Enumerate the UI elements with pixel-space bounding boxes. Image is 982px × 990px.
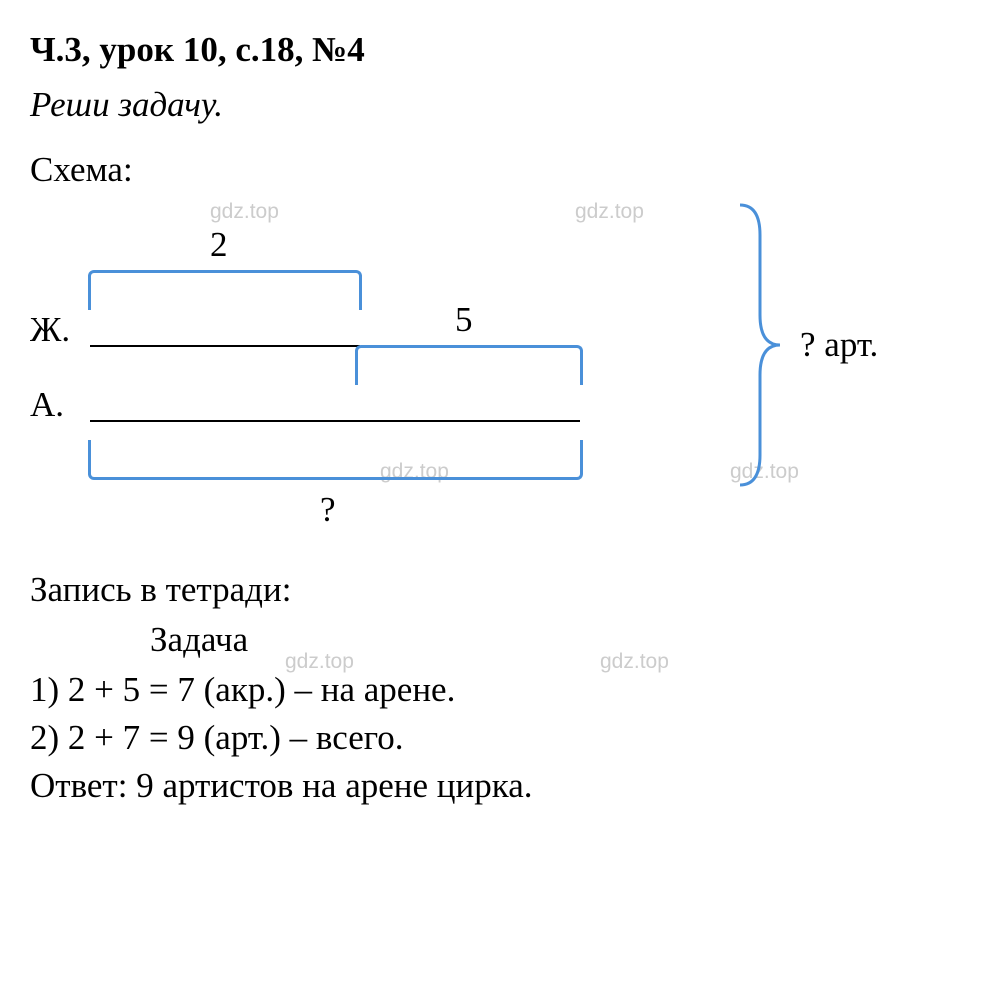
solution-text-2: 2) 2 + 7 = 9 (арт.) – всего.	[30, 718, 403, 757]
bar-zh	[90, 345, 360, 347]
bracket-top-5	[355, 345, 583, 385]
bar-a	[90, 420, 580, 422]
page-heading: Ч.3, урок 10, с.18, №4	[30, 30, 952, 70]
question-mark-bottom: ?	[320, 490, 336, 530]
curly-brace-icon	[730, 200, 790, 490]
watermark-1: gdz.top	[210, 200, 279, 224]
bracket-value-2: 2	[210, 225, 228, 265]
watermark-5: gdz.top	[285, 650, 354, 674]
watermark-2: gdz.top	[575, 200, 644, 224]
solution-text-1: 1) 2 + 5 = 7 (акр.) – на арене.	[30, 670, 455, 709]
solution-line-2: 2) 2 + 7 = 9 (арт.) – всего.	[30, 718, 952, 758]
row-label-a: А.	[30, 385, 64, 425]
result-label: ? арт.	[800, 325, 878, 365]
solution-line-1: 1) 2 + 5 = 7 (акр.) – на арене. gdz.top …	[30, 670, 952, 710]
bracket-top-2	[88, 270, 362, 310]
schema-diagram: gdz.top gdz.top gdz.top gdz.top Ж. А. 2 …	[30, 200, 930, 550]
bracket-bottom-q	[88, 440, 583, 480]
task-title: Задача	[150, 620, 952, 660]
schema-label: Схема:	[30, 150, 952, 190]
bracket-value-5: 5	[455, 300, 473, 340]
answer-line: Ответ: 9 артистов на арене цирка.	[30, 766, 952, 806]
notebook-label: Запись в тетради:	[30, 570, 952, 610]
watermark-6: gdz.top	[600, 650, 669, 674]
instruction-text: Реши задачу.	[30, 85, 952, 125]
row-label-zh: Ж.	[30, 310, 70, 350]
